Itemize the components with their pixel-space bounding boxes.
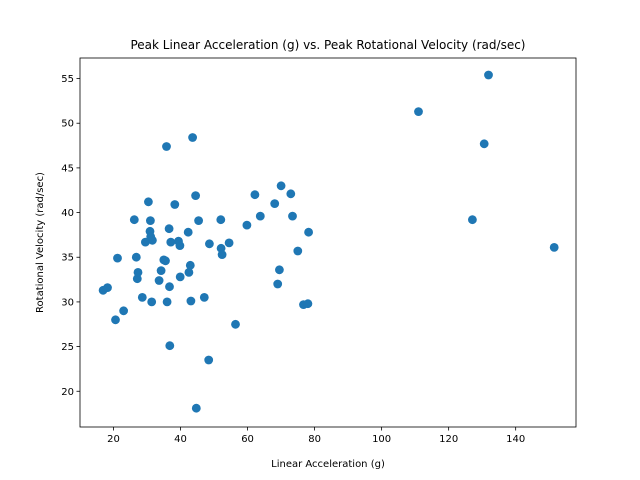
y-tick-label: 40	[61, 208, 74, 219]
data-point	[185, 260, 195, 270]
plot-frame	[79, 57, 577, 428]
data-point	[204, 355, 214, 365]
x-tick-label: 40	[174, 434, 187, 445]
x-axis-ticks: 20 40 60 80 100 120 140	[107, 427, 525, 445]
data-point	[217, 250, 227, 259]
data-point	[144, 197, 153, 207]
x-tick-label: 80	[308, 434, 321, 445]
y-tick-label: 20	[61, 387, 74, 398]
x-tick-label: 60	[241, 434, 254, 445]
x-axis-label: Linear Acceleration (g)	[271, 459, 385, 470]
y-axis-ticks: 20 25 30 35 40 45 50 55	[61, 74, 80, 398]
y-tick-label: 30	[61, 297, 74, 308]
x-tick-label: 140	[506, 434, 525, 445]
data-point	[188, 133, 198, 142]
y-tick-label: 25	[61, 342, 74, 353]
data-point	[175, 241, 185, 251]
data-point	[175, 272, 185, 282]
data-point	[133, 268, 143, 277]
data-point	[216, 215, 226, 225]
data-point	[468, 215, 477, 225]
data-point	[131, 252, 141, 262]
data-point	[147, 297, 157, 307]
data-point	[183, 227, 193, 237]
data-point	[184, 268, 194, 277]
data-point	[242, 220, 252, 230]
data-point	[255, 211, 265, 221]
data-point	[162, 297, 172, 307]
chart-title: Peak Linear Acceleration (g) vs. Peak Ro…	[130, 38, 525, 52]
data-point	[165, 341, 175, 351]
data-point	[154, 276, 164, 285]
data-point	[146, 216, 155, 226]
data-point	[479, 139, 489, 149]
x-tick-label: 120	[439, 434, 458, 445]
data-point	[414, 107, 423, 116]
data-point	[484, 70, 493, 80]
data-point	[288, 211, 297, 221]
data-points	[98, 70, 559, 413]
y-tick-label: 55	[61, 74, 74, 85]
data-point	[166, 237, 176, 247]
data-point	[161, 256, 170, 266]
data-point	[194, 216, 204, 226]
data-point	[224, 238, 234, 248]
data-point	[119, 306, 128, 316]
data-point	[549, 243, 559, 252]
data-point	[205, 239, 214, 249]
data-point	[303, 299, 313, 309]
data-point	[286, 189, 296, 199]
y-tick-label: 35	[61, 253, 74, 264]
y-tick-label: 50	[61, 119, 74, 130]
data-point	[270, 199, 280, 209]
data-point	[231, 319, 240, 329]
data-point	[293, 246, 303, 256]
data-point	[129, 215, 139, 225]
data-point	[275, 265, 284, 275]
data-point	[304, 227, 313, 237]
data-point	[137, 293, 147, 302]
y-tick-label: 45	[61, 163, 74, 174]
data-point	[103, 283, 112, 292]
data-point	[273, 279, 283, 289]
data-point	[250, 190, 260, 200]
data-point	[113, 253, 122, 263]
data-point	[276, 181, 286, 191]
x-tick-label: 100	[372, 434, 391, 445]
x-tick-label: 20	[107, 434, 120, 445]
data-point	[165, 282, 174, 292]
data-point	[191, 403, 201, 413]
y-axis-label: Rotational Velocity (rad/sec)	[35, 172, 46, 313]
data-point	[148, 235, 157, 245]
data-point	[156, 266, 166, 275]
data-point	[162, 142, 171, 151]
data-point	[186, 296, 196, 306]
data-point	[199, 293, 209, 302]
data-point	[164, 224, 174, 234]
data-point	[141, 237, 150, 247]
data-point	[111, 315, 120, 325]
data-point	[191, 191, 201, 201]
data-point	[170, 200, 180, 209]
